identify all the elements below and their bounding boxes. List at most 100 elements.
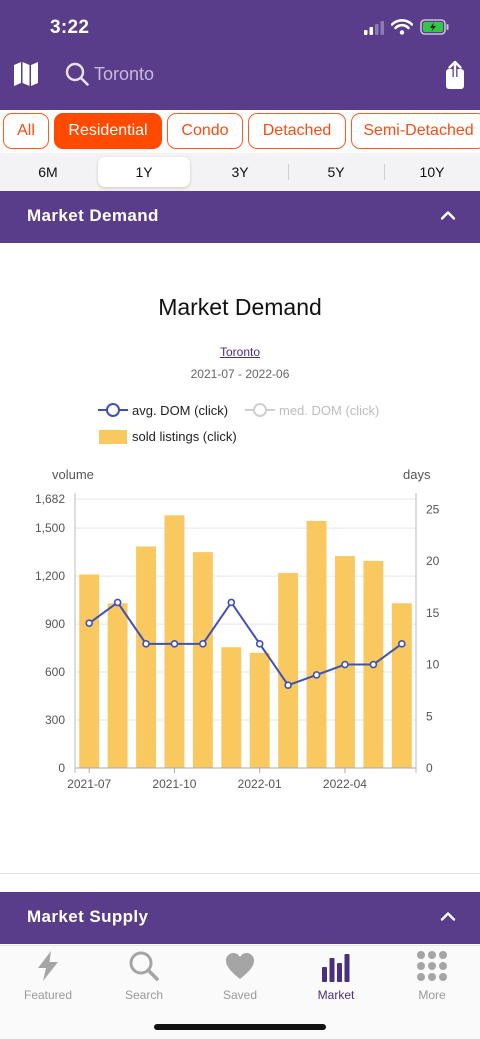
legend-avg-dom[interactable]: avg. DOM (click) bbox=[98, 402, 228, 418]
point-avg-dom bbox=[85, 619, 94, 627]
bar-sold-listings bbox=[136, 546, 156, 768]
search-input[interactable] bbox=[94, 63, 394, 85]
point-avg-dom bbox=[142, 640, 150, 648]
search-row bbox=[0, 54, 480, 96]
left-tick-label: 1,500 bbox=[35, 521, 65, 535]
point-avg-dom bbox=[170, 640, 179, 648]
period-1y[interactable]: 1Y bbox=[98, 157, 190, 187]
point-avg-dom bbox=[199, 640, 207, 648]
bar-sold-listings bbox=[391, 603, 412, 768]
search-icon bbox=[65, 62, 89, 86]
demand-chart: volume days 1,682 1,500 1,200 900 600 300 0 25 20 1… bbox=[35, 467, 440, 791]
period-divider bbox=[288, 164, 289, 180]
legend-label: avg. DOM (click) bbox=[132, 402, 229, 418]
bar-sold-listings bbox=[306, 520, 327, 768]
chevron-up-icon[interactable] bbox=[440, 209, 456, 221]
tab-more[interactable]: More bbox=[384, 950, 480, 1006]
tab-label: Featured bbox=[23, 988, 73, 1002]
bar-sold-listings bbox=[249, 652, 270, 768]
tab-market[interactable]: Market bbox=[288, 950, 384, 1006]
line-marker-icon bbox=[98, 403, 128, 417]
search-box[interactable] bbox=[60, 54, 430, 94]
category-all[interactable]: All bbox=[3, 113, 49, 149]
right-tick-label: 0 bbox=[426, 761, 433, 775]
market-supply-header[interactable]: Market Supply bbox=[0, 892, 480, 944]
tab-featured[interactable]: Featured bbox=[0, 950, 96, 1006]
category-condo[interactable]: Condo bbox=[167, 113, 243, 149]
status-time: 3:22 bbox=[50, 17, 90, 38]
left-tick-label: 1,200 bbox=[35, 569, 65, 583]
tab-label: Saved bbox=[222, 988, 258, 1002]
period-6m[interactable]: 6M bbox=[38, 164, 58, 180]
left-tick-label: 900 bbox=[45, 617, 65, 631]
status-bar: 3:22 bbox=[0, 0, 480, 54]
grid-dots-icon bbox=[417, 951, 447, 981]
wifi-icon bbox=[391, 19, 413, 35]
period-10y[interactable]: 10Y bbox=[419, 164, 445, 180]
point-avg-dom bbox=[397, 640, 406, 648]
right-tick-label: 20 bbox=[426, 554, 440, 568]
legend-label: med. DOM (click) bbox=[279, 402, 380, 418]
bar-swatch-icon bbox=[99, 429, 127, 444]
x-tick-label: 2022-04 bbox=[323, 777, 367, 791]
point-avg-dom bbox=[312, 671, 321, 679]
map-icon[interactable] bbox=[12, 60, 40, 88]
chevron-up-icon[interactable] bbox=[440, 910, 456, 922]
category-semi-detached[interactable]: Semi-Detached bbox=[351, 113, 480, 149]
point-avg-dom bbox=[369, 660, 378, 669]
tab-label: Market bbox=[317, 988, 355, 1002]
line-avg-dom bbox=[88, 600, 403, 687]
legend-med-dom[interactable]: med. DOM (click) bbox=[245, 402, 379, 418]
legend-sold-listings[interactable]: sold listings (click) bbox=[99, 429, 237, 444]
right-tick-label: 5 bbox=[426, 709, 433, 723]
chart-location-link[interactable]: Toronto bbox=[219, 345, 261, 359]
bar-sold-listings bbox=[79, 574, 100, 768]
point-avg-dom bbox=[255, 640, 264, 648]
market-demand-header[interactable]: Market Demand bbox=[0, 191, 480, 243]
x-tick-label: 2021-07 bbox=[67, 777, 111, 791]
x-tick-label: 2022-01 bbox=[238, 777, 282, 791]
x-tick-label: 2021-10 bbox=[152, 777, 196, 791]
home-indicator bbox=[154, 1024, 326, 1030]
period-selector: 6M 1Y 3Y 5Y 10Y bbox=[0, 153, 480, 191]
point-avg-dom bbox=[113, 598, 122, 607]
right-tick-label: 10 bbox=[426, 658, 440, 672]
right-tick-label: 15 bbox=[426, 606, 440, 620]
tab-search[interactable]: Search bbox=[96, 950, 192, 1006]
bar-sold-listings bbox=[192, 552, 213, 768]
point-avg-dom bbox=[227, 598, 236, 607]
left-tick-label: 600 bbox=[45, 665, 65, 679]
period-3y[interactable]: 3Y bbox=[231, 164, 249, 180]
app-header: 3:22 bbox=[0, 0, 480, 110]
bolt-icon bbox=[38, 951, 58, 981]
bar-chart-icon bbox=[322, 954, 350, 982]
right-axis-title: days bbox=[403, 467, 431, 482]
period-divider bbox=[384, 164, 385, 180]
property-type-tabs: All Residential Condo Detached Semi-Deta… bbox=[0, 113, 480, 151]
bar-sold-listings bbox=[278, 572, 299, 768]
category-residential[interactable]: Residential bbox=[54, 113, 162, 149]
legend-label: sold listings (click) bbox=[132, 429, 237, 444]
chart-date-range: 2021-07 - 2022-06 bbox=[190, 367, 290, 381]
market-demand-card: Market Demand Toronto 2021-07 - 2022-06 … bbox=[0, 244, 480, 874]
search-icon bbox=[129, 951, 159, 981]
tab-label: Search bbox=[124, 988, 164, 1002]
chart-title: Market Demand bbox=[158, 294, 322, 320]
section-title: Market Supply bbox=[27, 907, 149, 926]
battery-icon bbox=[420, 19, 449, 35]
left-axis-title: volume bbox=[52, 467, 94, 482]
tab-saved[interactable]: Saved bbox=[192, 950, 288, 1006]
cellular-signal-icon bbox=[364, 21, 384, 35]
left-tick-label: 1,682 bbox=[35, 492, 65, 506]
period-5y[interactable]: 5Y bbox=[327, 164, 345, 180]
right-tick-label: 25 bbox=[426, 502, 440, 516]
share-icon[interactable] bbox=[441, 59, 469, 91]
heart-icon bbox=[226, 953, 254, 979]
bar-sold-listings bbox=[107, 603, 128, 768]
point-avg-dom bbox=[284, 681, 292, 690]
point-avg-dom bbox=[341, 660, 349, 669]
category-detached[interactable]: Detached bbox=[248, 113, 346, 149]
bottom-tab-bar: Featured Search Saved Market More bbox=[0, 945, 480, 1039]
line-marker-icon bbox=[245, 403, 275, 417]
section-title: Market Demand bbox=[27, 206, 159, 225]
